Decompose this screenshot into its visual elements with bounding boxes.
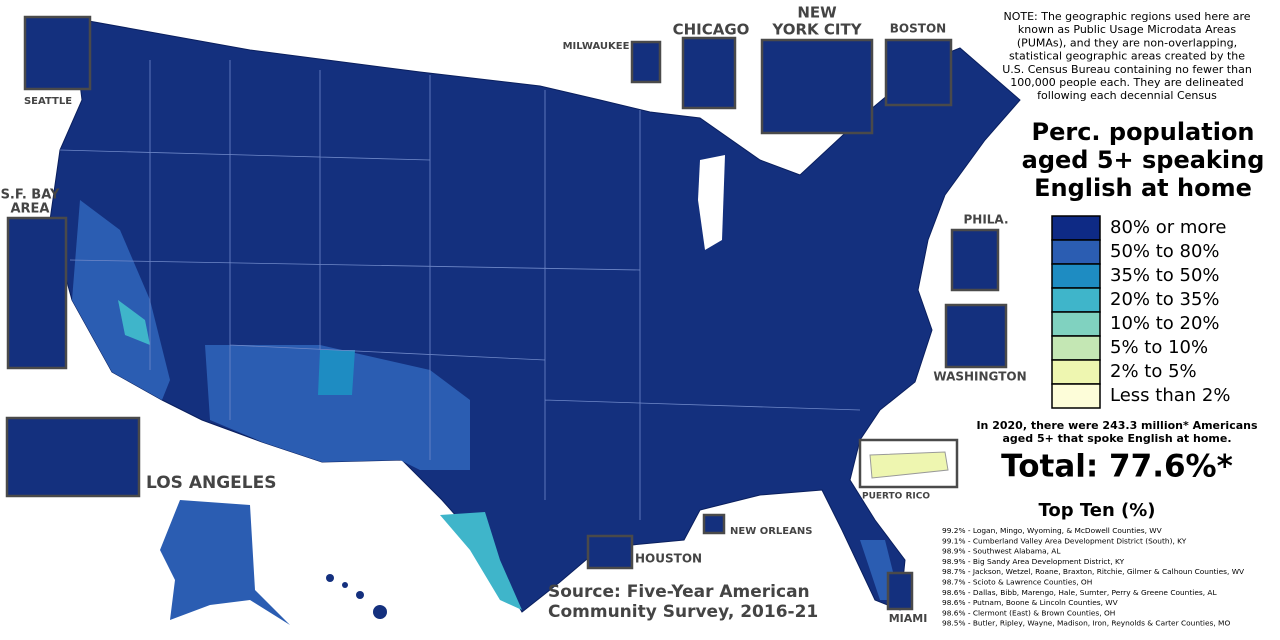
great-lakes bbox=[698, 155, 725, 250]
legend-swatch bbox=[1051, 239, 1101, 265]
legend-label: 20% to 35% bbox=[1110, 289, 1220, 310]
inset-seattle bbox=[23, 15, 92, 91]
legend-label: 50% to 80% bbox=[1110, 241, 1220, 262]
legend-label: 80% or more bbox=[1110, 217, 1227, 238]
label: SEATTLE bbox=[24, 96, 72, 107]
inset-nyc bbox=[760, 38, 874, 135]
legend-label: 5% to 10% bbox=[1110, 337, 1208, 358]
top-ten-title: Top Ten (%) bbox=[1038, 500, 1155, 521]
title: English at home bbox=[1034, 174, 1252, 202]
inset-washington bbox=[944, 303, 1008, 369]
new-mexico-region bbox=[318, 350, 355, 395]
top-ten-item: 98.6% - Clermont (East) & Brown Counties… bbox=[942, 608, 1115, 617]
legend-swatch bbox=[1051, 383, 1101, 409]
hawaii bbox=[326, 574, 387, 619]
label: PHILA. bbox=[963, 213, 1008, 227]
legend-swatch bbox=[1051, 263, 1101, 289]
legend-label: 2% to 5% bbox=[1110, 361, 1197, 382]
label: HOUSTON bbox=[635, 552, 702, 566]
label: NEW ORLEANS bbox=[730, 526, 812, 537]
top-ten-item: 98.6% - Dallas, Bibb, Marengo, Hale, Sum… bbox=[942, 588, 1217, 597]
puerto-rico-shape bbox=[869, 451, 949, 479]
label: WASHINGTON bbox=[933, 370, 1026, 384]
total: Total: 77.6%* bbox=[1001, 449, 1233, 485]
label: NEW bbox=[797, 4, 837, 22]
label: MIAMI bbox=[889, 612, 928, 625]
inset-miami bbox=[886, 571, 914, 611]
top-ten-item: 98.7% - Jackson, Wetzel, Roane, Braxton,… bbox=[942, 567, 1244, 576]
southwest-region bbox=[205, 345, 470, 470]
note-line: following each decennial Census bbox=[1037, 89, 1217, 102]
note-line: known as Public Usage Microdata Areas bbox=[1018, 23, 1237, 36]
label: PUERTO RICO bbox=[862, 492, 930, 502]
texas-border-region bbox=[440, 512, 522, 610]
legend-label: 10% to 20% bbox=[1110, 313, 1220, 334]
note-line: (PUMAs), and they are non-overlapping, bbox=[1017, 36, 1237, 49]
label: YORK CITY bbox=[771, 21, 862, 39]
summary: aged 5+ that spoke English at home. bbox=[1002, 432, 1231, 445]
inset-milwaukee bbox=[630, 40, 662, 84]
inset-boston bbox=[884, 38, 953, 107]
california-coast bbox=[72, 200, 170, 400]
legend-swatch bbox=[1051, 215, 1101, 241]
top-ten-item: 99.2% - Logan, Mingo, Wyoming, & McDowel… bbox=[942, 526, 1162, 535]
legend-swatch bbox=[1051, 311, 1101, 337]
source: Source: Five-Year American bbox=[548, 582, 810, 602]
legend-swatch bbox=[1051, 335, 1101, 361]
label: BOSTON bbox=[890, 22, 946, 36]
note-line: NOTE: The geographic regions used here a… bbox=[1003, 10, 1250, 23]
central-valley bbox=[118, 300, 150, 345]
legend-swatch bbox=[1051, 359, 1101, 385]
legend-label: Less than 2% bbox=[1110, 385, 1230, 406]
inset-sf bbox=[6, 216, 68, 370]
top-ten-item: 98.7% - Scioto & Lawrence Counties, OH bbox=[942, 578, 1092, 587]
top-ten-item: 98.9% - Southwest Alabama, AL bbox=[942, 547, 1061, 556]
label: AREA bbox=[10, 202, 49, 217]
inset-la bbox=[5, 416, 141, 498]
legend-label: 35% to 50% bbox=[1110, 265, 1220, 286]
us-mainland bbox=[49, 17, 1021, 613]
note-line: U.S. Census Bureau containing no fewer t… bbox=[1002, 63, 1252, 76]
inset-phila bbox=[950, 228, 1000, 292]
label: LOS ANGELES bbox=[146, 473, 276, 493]
top-ten-item: 98.6% - Putnam, Boone & Lincoln Counties… bbox=[942, 598, 1118, 607]
state-lines bbox=[59, 60, 861, 520]
legend-swatch bbox=[1051, 287, 1101, 313]
title: aged 5+ speaking bbox=[1022, 146, 1265, 174]
inset-chicago bbox=[681, 36, 737, 110]
label: CHICAGO bbox=[673, 21, 750, 39]
summary: In 2020, there were 243.3 million* Ameri… bbox=[976, 419, 1258, 432]
source: Community Survey, 2016-21 bbox=[548, 602, 818, 622]
title: Perc. population bbox=[1031, 118, 1254, 146]
label: S.F. BAY bbox=[1, 188, 60, 203]
note-line: statistical geographic areas created by … bbox=[1009, 50, 1245, 63]
top-ten-item: 99.1% - Cumberland Valley Area Developme… bbox=[942, 536, 1187, 545]
top-ten-item: 98.9% - Big Sandy Area Development Distr… bbox=[942, 557, 1125, 566]
alaska bbox=[160, 500, 290, 625]
label: MILWAUKEE bbox=[563, 41, 630, 52]
note-line: 100,000 people each. They are delineated bbox=[1010, 76, 1243, 89]
inset-new-orleans bbox=[702, 513, 726, 535]
top-ten-item: 98.5% - Butler, Ripley, Wayne, Madison, … bbox=[942, 619, 1230, 628]
inset-houston bbox=[586, 534, 634, 570]
